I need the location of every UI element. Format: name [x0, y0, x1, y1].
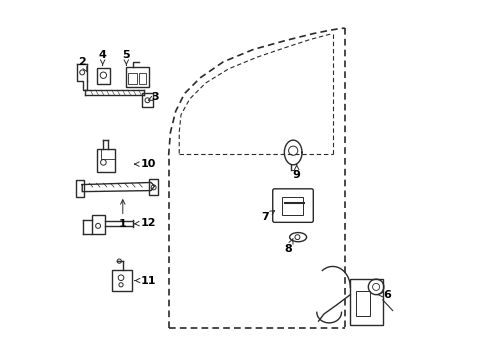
Text: 5: 5: [122, 50, 130, 65]
Text: 6: 6: [377, 290, 390, 300]
Text: 7: 7: [261, 211, 274, 222]
Text: 4: 4: [99, 50, 106, 65]
Text: 10: 10: [134, 159, 156, 169]
Text: 12: 12: [134, 218, 156, 228]
Text: 8: 8: [284, 238, 292, 254]
Text: 2: 2: [78, 57, 87, 72]
Text: 9: 9: [292, 164, 300, 180]
Text: 3: 3: [148, 92, 159, 102]
Text: 1: 1: [119, 200, 126, 229]
Text: 11: 11: [135, 275, 156, 285]
